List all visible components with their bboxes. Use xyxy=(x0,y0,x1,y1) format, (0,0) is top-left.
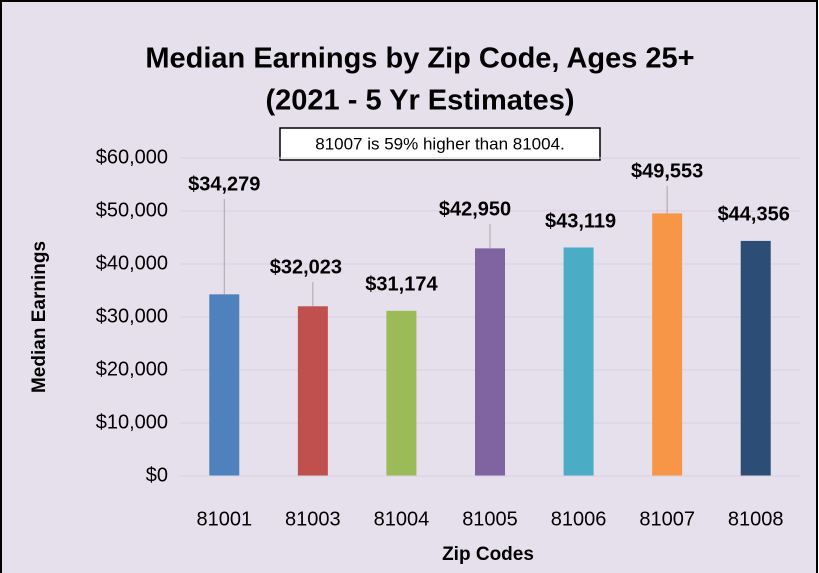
data-label: $32,023 xyxy=(270,256,342,278)
y-tick-label: $20,000 xyxy=(96,358,168,380)
x-tick-label: 81008 xyxy=(728,508,784,530)
bar xyxy=(209,294,240,476)
annotation-box xyxy=(279,127,601,161)
x-axis-label: Zip Codes xyxy=(442,544,534,565)
data-label: $49,553 xyxy=(631,160,703,182)
data-label: $42,950 xyxy=(439,198,511,220)
y-tick-label: $40,000 xyxy=(96,252,168,274)
x-tick-label: 81003 xyxy=(285,508,341,530)
data-label: $44,356 xyxy=(718,203,790,225)
data-label: $43,119 xyxy=(545,210,616,232)
chart-subtitle: (2021 - 5 Yr Estimates) xyxy=(266,85,575,117)
bar xyxy=(563,247,594,476)
bar xyxy=(652,213,683,477)
y-tick-label: $0 xyxy=(146,464,168,486)
data-label: $34,279 xyxy=(188,173,260,195)
bar xyxy=(475,248,505,476)
data-label: $31,174 xyxy=(365,273,438,295)
y-tick-label: $50,000 xyxy=(96,199,168,221)
x-tick-label: 81006 xyxy=(551,508,607,530)
x-tick-label: 81004 xyxy=(374,508,430,530)
bar xyxy=(740,240,771,476)
y-tick-label: $60,000 xyxy=(96,146,168,168)
bar xyxy=(297,306,328,476)
annotation: 81007 is 59% higher than 81004. xyxy=(315,134,565,153)
y-axis-label: Median Earnings xyxy=(29,241,50,393)
y-tick-label: $30,000 xyxy=(96,305,168,327)
x-tick-label: 81007 xyxy=(639,508,695,530)
x-tick-label: 81001 xyxy=(196,508,252,530)
x-tick-label: 81005 xyxy=(462,508,518,530)
bar xyxy=(386,310,417,476)
chart-title: Median Earnings by Zip Code, Ages 25+ xyxy=(145,43,694,75)
y-tick-label: $10,000 xyxy=(96,411,168,433)
